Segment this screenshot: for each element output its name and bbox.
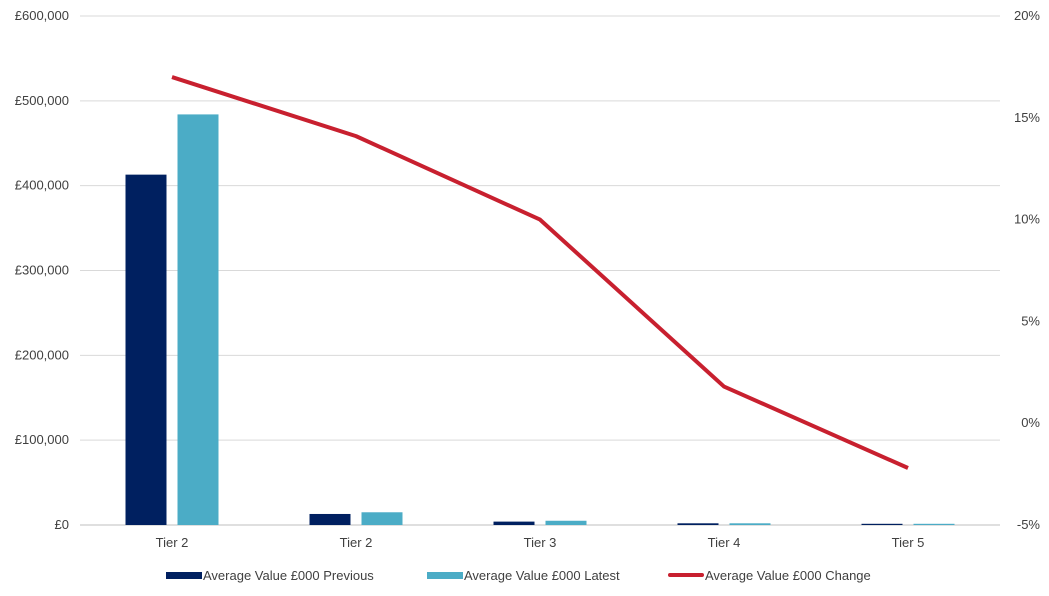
legend-swatch-previous: [166, 571, 202, 579]
right-axis-ticks: -5% 0% 5% 10% 15% 20%: [1014, 8, 1040, 532]
bar-latest: [913, 523, 955, 525]
bar-latest: [361, 512, 403, 525]
line-series: [171, 75, 909, 470]
legend-item-latest: Average Value £000 Latest: [427, 565, 620, 585]
bar-previous: [861, 523, 903, 525]
right-tick-label: 15%: [1014, 110, 1040, 125]
legend-label-latest: Average Value £000 Latest: [464, 567, 620, 583]
bar-previous: [677, 523, 719, 525]
legend-swatch-change: [668, 573, 704, 577]
right-tick-label: 0%: [1021, 415, 1040, 430]
legend-label-previous: Average Value £000 Previous: [203, 567, 374, 583]
left-tick-label: £500,000: [15, 93, 69, 108]
bar-previous: [125, 174, 167, 525]
right-tick-label: 10%: [1014, 212, 1040, 227]
category-label: Tier 4: [708, 535, 741, 550]
left-tick-label: £300,000: [15, 263, 69, 278]
x-axis-categories: Tier 2 Tier 2 Tier 3 Tier 4 Tier 5: [156, 535, 925, 550]
category-label: Tier 3: [524, 535, 557, 550]
legend-swatch-latest: [427, 571, 463, 579]
category-label: Tier 2: [156, 535, 189, 550]
bar-previous: [309, 513, 351, 525]
left-axis-ticks: £0 £100,000 £200,000 £300,000 £400,000 £500,0…: [15, 8, 69, 532]
bar-latest: [729, 523, 771, 525]
right-tick-label: 5%: [1021, 313, 1040, 328]
category-label: Tier 2: [340, 535, 373, 550]
legend-item-change: Average Value £000 Change: [668, 565, 871, 585]
bar-latest: [177, 114, 219, 525]
left-tick-label: £400,000: [15, 178, 69, 193]
legend-item-previous: Average Value £000 Previous: [166, 565, 374, 585]
category-label: Tier 5: [892, 535, 925, 550]
change-line: [171, 75, 909, 470]
left-tick-label: £100,000: [15, 432, 69, 447]
bar-series: [125, 114, 955, 525]
left-tick-label: £600,000: [15, 8, 69, 23]
right-tick-label: 20%: [1014, 8, 1040, 23]
left-tick-label: £200,000: [15, 347, 69, 362]
bar-previous: [493, 521, 535, 525]
left-tick-label: £0: [55, 517, 69, 532]
right-tick-label: -5%: [1017, 517, 1041, 532]
legend-label-change: Average Value £000 Change: [705, 567, 871, 583]
bar-latest: [545, 520, 587, 525]
legend: Average Value £000 Previous Average Valu…: [0, 565, 1049, 585]
gridlines: [80, 15, 1000, 526]
